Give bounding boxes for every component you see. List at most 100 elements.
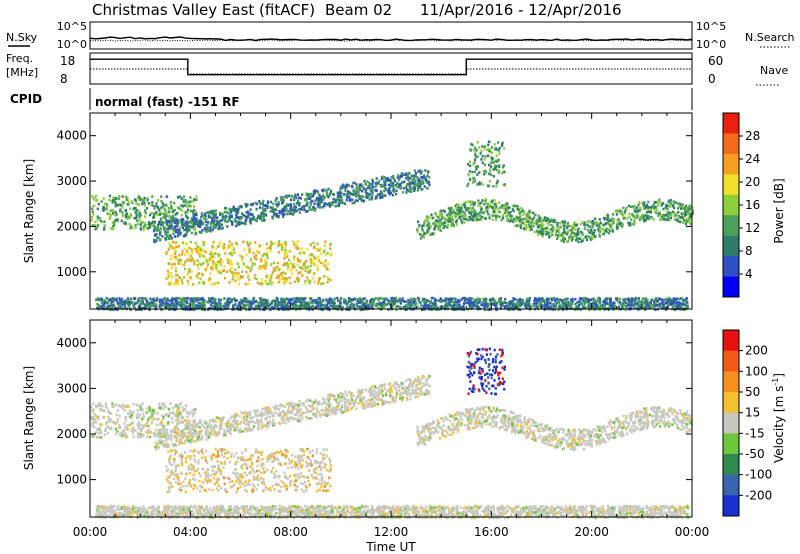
echo-cell (174, 274, 178, 277)
echo-cell (290, 298, 293, 301)
echo-cell (166, 221, 169, 224)
echo-cell (469, 212, 472, 216)
echo-cell (254, 257, 257, 260)
echo-cell (486, 203, 489, 206)
echo-cell (495, 168, 498, 172)
echo-cell (259, 217, 262, 221)
echo-cell (664, 302, 667, 305)
echo-cell (167, 206, 170, 210)
echo-cell (114, 205, 117, 208)
echo-cell (121, 297, 124, 301)
echo-cell (593, 298, 596, 302)
echo-cell (344, 299, 347, 302)
echo-cell (406, 172, 409, 176)
echo-cell (532, 225, 535, 228)
echo-cell (264, 208, 267, 211)
echo-cell (430, 307, 434, 310)
echo-cell (186, 251, 189, 255)
echo-cell (111, 300, 114, 304)
echo-cell (236, 262, 239, 265)
echo-cell (159, 211, 162, 214)
echo-cell (116, 218, 119, 221)
echo-cell (302, 300, 305, 303)
echo-cell (298, 266, 302, 269)
echo-cell (304, 301, 307, 305)
echo-cell (378, 179, 381, 183)
echo-cell (236, 221, 239, 225)
echo-cell (253, 255, 256, 259)
echo-cell (300, 208, 303, 211)
echo-cell (523, 211, 526, 214)
echo-cell (209, 211, 212, 215)
echo-cell (665, 213, 668, 217)
echo-cell (383, 299, 386, 303)
echo-cell (112, 299, 115, 302)
echo-cell (229, 251, 233, 255)
echo-cell (349, 300, 352, 303)
echo-cell (573, 225, 576, 228)
echo-cell (430, 308, 433, 312)
echo-cell (316, 242, 319, 246)
echo-cell (417, 226, 420, 229)
echo-cell (584, 306, 587, 310)
echo-cell (237, 223, 240, 226)
echo-cell (431, 305, 434, 308)
echo-cell (437, 306, 440, 309)
echo-cell (263, 308, 266, 311)
echo-cell (670, 303, 673, 306)
echo-cell (299, 300, 302, 303)
echo-cell (192, 259, 195, 263)
echo-cell (421, 224, 424, 228)
echo-cell (134, 297, 137, 300)
echo-cell (379, 296, 382, 300)
echo-cell (452, 209, 455, 213)
echo-cell (262, 264, 266, 267)
echo-cell (482, 297, 485, 301)
echo-cell (258, 282, 261, 286)
echo-cell (214, 226, 217, 229)
echo-cell (224, 207, 227, 210)
echo-cell (309, 270, 312, 273)
echo-cell (353, 190, 356, 194)
echo-cell (294, 193, 297, 197)
echo-cell (171, 301, 174, 304)
echo-cell (211, 297, 214, 300)
echo-cell (220, 305, 223, 309)
echo-cell (557, 228, 560, 231)
echo-cell (241, 300, 244, 303)
echo-cell (507, 306, 510, 310)
echo-cell (277, 214, 280, 218)
echo-cell (163, 227, 166, 231)
echo-cell (635, 297, 638, 301)
echo-cell (348, 198, 351, 201)
echo-cell (679, 297, 682, 301)
power-cells (90, 140, 695, 312)
echo-cell (461, 214, 464, 218)
echo-cell (166, 302, 170, 305)
echo-cell (357, 300, 360, 304)
echo-cell (551, 218, 554, 222)
echo-cell (572, 235, 575, 238)
echo-cell (494, 299, 497, 303)
echo-cell (191, 210, 194, 213)
echo-cell (126, 217, 129, 221)
echo-cell (228, 207, 231, 211)
echo-cell (170, 237, 173, 240)
echo-cell (567, 221, 570, 225)
echo-cell (364, 305, 367, 308)
echo-cell (167, 227, 170, 230)
echo-cell (559, 306, 563, 309)
echo-cell (293, 244, 296, 248)
echo-cell (453, 303, 456, 307)
echo-cell (459, 216, 463, 219)
echo-cell (334, 198, 337, 202)
echo-cell (195, 198, 198, 202)
echo-cell (507, 211, 510, 215)
echo-cell (574, 228, 577, 231)
echo-cell (188, 204, 191, 207)
echo-cell (102, 306, 105, 309)
echo-cell (476, 212, 479, 216)
echo-cell (626, 217, 629, 220)
echo-cell (308, 306, 311, 309)
echo-cell (303, 198, 307, 201)
